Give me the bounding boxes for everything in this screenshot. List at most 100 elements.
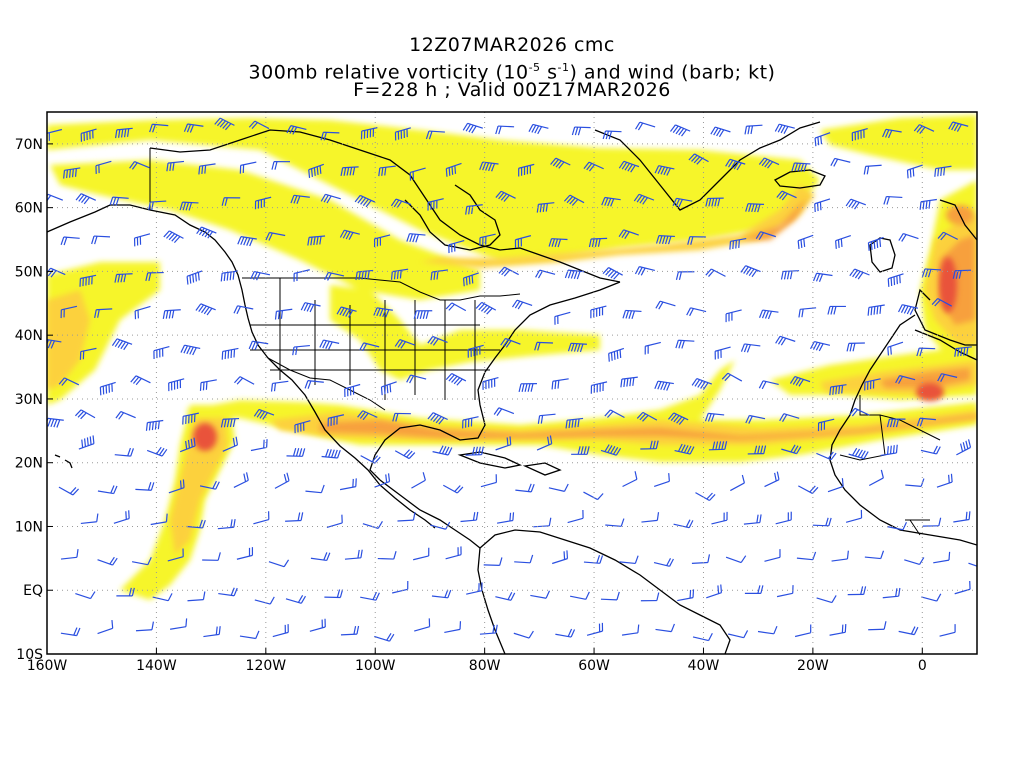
wind-barb-shaft: [692, 636, 709, 642]
wind-barb-icon: [511, 299, 533, 310]
wind-barb-feather: [602, 130, 607, 140]
wind-barb-feather: [80, 412, 87, 420]
wind-barb-icon: [414, 618, 431, 632]
wind-barb-feather: [406, 233, 411, 242]
wind-barb-feather: [835, 386, 838, 395]
wind-barb-feather: [751, 269, 758, 278]
wind-barb-feather: [319, 236, 322, 245]
wind-barb-feather: [78, 194, 85, 202]
wind-barb-icon: [250, 270, 271, 281]
wind-barb-icon: [675, 339, 695, 349]
wind-barb-feather: [669, 124, 676, 132]
wind-barb-feather: [634, 555, 639, 564]
wind-barb-feather: [259, 411, 266, 419]
wind-barb-feather: [567, 270, 572, 279]
wind-barb-feather: [895, 444, 898, 454]
wind-barb-icon: [635, 121, 656, 131]
wind-barb-shaft: [239, 635, 256, 640]
wind-barb-feather: [316, 166, 319, 175]
wind-barb-shaft: [796, 557, 813, 561]
wind-barb-icon: [600, 591, 620, 601]
wind-barb-feather: [934, 299, 941, 307]
wind-barb-feather: [745, 203, 749, 212]
wind-barb-feather: [860, 586, 864, 595]
wind-barb-feather: [732, 240, 735, 250]
wind-barb-feather: [319, 165, 322, 174]
wind-barb-feather: [597, 238, 601, 247]
wind-barb-feather: [503, 269, 511, 277]
wind-barb-feather: [577, 127, 582, 136]
wind-barb-feather: [919, 126, 926, 134]
wind-barb-feather: [622, 310, 627, 319]
wind-barb-feather: [372, 591, 377, 600]
wind-barb-feather: [364, 271, 367, 280]
wind-barb-feather: [168, 310, 172, 319]
wind-barb-feather: [709, 494, 716, 501]
wind-barb-feather: [936, 593, 942, 602]
wind-barb-feather: [552, 159, 560, 167]
wind-barb-icon: [829, 384, 847, 396]
wind-barb-feather: [934, 168, 937, 177]
wind-barb-feather: [759, 514, 762, 523]
wind-barb-icon: [425, 130, 445, 140]
wind-barb-feather: [655, 235, 660, 244]
wind-barb-shaft: [887, 526, 904, 531]
wind-barb-feather: [951, 122, 957, 131]
wind-barb-feather: [563, 551, 566, 560]
wind-barb-feather: [223, 419, 227, 428]
lat-tick-label: EQ: [23, 583, 43, 599]
wind-barb-icon: [111, 338, 133, 351]
wind-barb-feather: [326, 552, 331, 561]
wind-barb-icon: [294, 420, 311, 434]
wind-barb-feather: [563, 483, 569, 492]
wind-barb-feather: [357, 549, 360, 559]
wind-barb-feather: [47, 340, 53, 349]
wind-barb-feather: [809, 485, 816, 493]
wind-barb-feather: [716, 128, 722, 137]
wind-barb-icon: [775, 335, 796, 346]
wind-barb-feather: [166, 231, 173, 239]
wind-barb-icon: [567, 342, 587, 353]
wind-barb-feather: [801, 308, 804, 318]
wind-barb-shaft: [904, 559, 920, 566]
wind-barb-icon: [482, 376, 499, 390]
wind-barb-icon: [764, 549, 781, 562]
wind-barb-feather: [580, 446, 584, 455]
wind-barb-feather: [120, 274, 124, 283]
wind-barb-feather: [678, 128, 685, 136]
wind-barb-feather: [554, 380, 557, 390]
shade-core-east-pacific: [47, 290, 90, 390]
wind-barb-feather: [933, 445, 938, 454]
wind-barb-feather: [757, 204, 761, 213]
wind-barb-icon: [217, 519, 236, 530]
wind-barb-shaft: [764, 556, 781, 562]
wind-barb-feather: [222, 121, 229, 129]
wind-barb-feather: [280, 310, 283, 319]
wind-barb-icon: [135, 482, 155, 491]
shade-high-north-africa: [880, 368, 970, 388]
wind-barb-feather: [705, 268, 712, 276]
wind-barb-feather: [131, 587, 135, 596]
wind-barb-icon: [148, 200, 167, 211]
wind-barb-feather: [952, 270, 956, 279]
wind-barb-feather: [83, 197, 90, 205]
wind-barb-feather: [53, 419, 58, 428]
wind-barb-feather: [610, 446, 616, 454]
wind-barb-feather: [673, 415, 680, 423]
wind-barb-feather: [681, 340, 685, 349]
wind-barb-feather: [764, 160, 771, 168]
wind-barb-feather: [120, 129, 124, 138]
wind-barb-icon: [583, 491, 604, 501]
wind-barb-feather: [325, 448, 329, 458]
wind-barb-icon: [740, 265, 761, 278]
wind-barb-feather: [362, 198, 369, 206]
wind-barb-feather: [781, 193, 788, 201]
wind-barb-icon: [867, 236, 884, 251]
wind-barb-feather: [717, 198, 721, 207]
wind-barb-feather: [537, 415, 541, 424]
wind-barb-icon: [922, 517, 942, 527]
wind-barb-feather: [527, 383, 531, 392]
wind-barb-feather: [237, 236, 242, 245]
wind-barb-feather: [937, 168, 940, 177]
wind-barb-feather: [621, 230, 627, 238]
